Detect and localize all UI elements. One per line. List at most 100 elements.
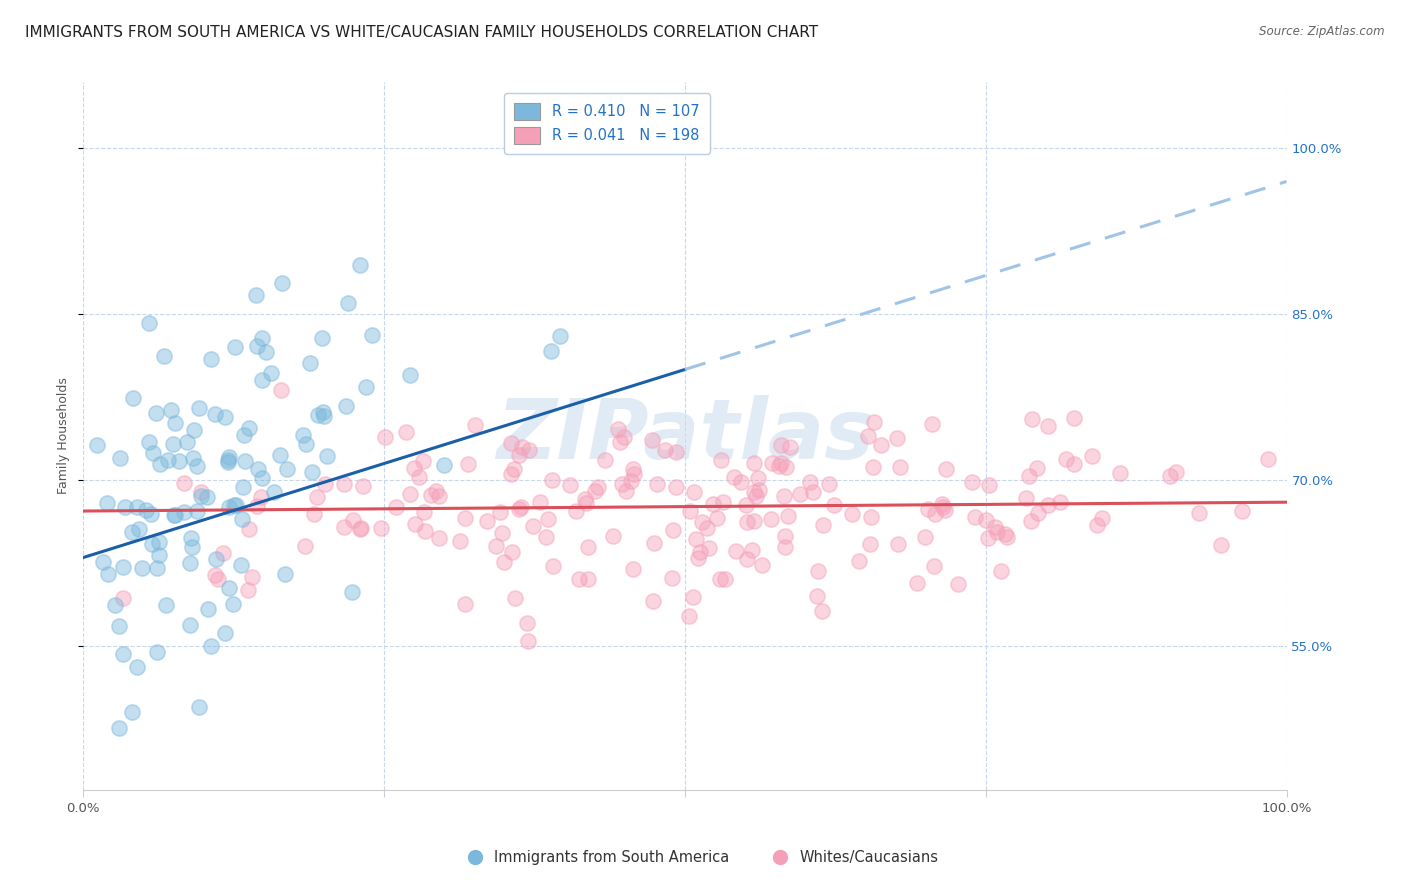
Point	[314, 477, 336, 491]
Point	[886, 431, 908, 445]
Point	[165, 508, 187, 523]
Point	[607, 422, 630, 436]
Point	[349, 258, 371, 272]
Point	[464, 417, 486, 432]
Point	[485, 539, 508, 553]
Point	[163, 508, 186, 522]
Text: Source: ZipAtlas.com: Source: ZipAtlas.com	[1260, 25, 1385, 38]
Point	[614, 484, 637, 499]
Point	[214, 625, 236, 640]
Point	[135, 502, 157, 516]
Point	[575, 496, 598, 510]
Point	[453, 511, 475, 525]
Point	[643, 593, 665, 607]
Text: ZIPatlas: ZIPatlas	[496, 395, 875, 476]
Point	[292, 428, 315, 442]
Point	[536, 531, 558, 545]
Point	[735, 552, 758, 566]
Point	[510, 500, 533, 515]
Point	[560, 478, 582, 492]
Point	[224, 340, 246, 354]
Point	[744, 514, 766, 528]
Point	[361, 328, 384, 343]
Point	[811, 518, 834, 533]
Point	[232, 480, 254, 494]
Point	[744, 456, 766, 470]
Point	[349, 522, 371, 536]
Point	[254, 344, 277, 359]
Point	[179, 556, 201, 570]
Point	[107, 721, 129, 735]
Point	[541, 473, 564, 487]
Point	[593, 452, 616, 467]
Point	[176, 434, 198, 449]
Point	[823, 498, 845, 512]
Point	[122, 391, 145, 405]
Point	[654, 442, 676, 457]
Point	[759, 512, 782, 526]
Point	[807, 564, 830, 578]
Point	[225, 498, 247, 512]
Point	[333, 476, 356, 491]
Point	[276, 461, 298, 475]
Point	[501, 467, 523, 481]
Point	[610, 477, 633, 491]
Point	[457, 457, 479, 471]
Point	[491, 525, 513, 540]
Point	[709, 572, 731, 586]
Point	[1091, 511, 1114, 525]
Point	[108, 619, 131, 633]
Point	[742, 485, 765, 500]
Point	[370, 521, 392, 535]
Point	[799, 475, 821, 489]
Point	[990, 564, 1012, 578]
Point	[688, 550, 710, 565]
Point	[413, 504, 436, 518]
Point	[517, 443, 540, 458]
Point	[408, 470, 430, 484]
Point	[501, 436, 523, 450]
Point	[946, 577, 969, 591]
Point	[682, 590, 704, 604]
Point	[914, 530, 936, 544]
Point	[1080, 449, 1102, 463]
Point	[922, 559, 945, 574]
Point	[312, 405, 335, 419]
Point	[696, 521, 718, 535]
Point	[773, 540, 796, 554]
Point	[1159, 468, 1181, 483]
Point	[145, 405, 167, 419]
Point	[155, 598, 177, 612]
Point	[314, 409, 336, 424]
Point	[131, 561, 153, 575]
Point	[508, 501, 530, 516]
Point	[167, 454, 190, 468]
Point	[188, 401, 211, 415]
Point	[889, 460, 911, 475]
Point	[197, 490, 219, 504]
Point	[86, 438, 108, 452]
Point	[583, 484, 606, 499]
Point	[350, 521, 373, 535]
Point	[395, 425, 418, 439]
Point	[1054, 452, 1077, 467]
Point	[148, 534, 170, 549]
Point	[711, 495, 734, 509]
Point	[548, 329, 571, 343]
Point	[173, 476, 195, 491]
Point	[870, 438, 893, 452]
Point	[689, 544, 711, 558]
Point	[977, 531, 1000, 545]
Point	[503, 591, 526, 605]
Point	[976, 513, 998, 527]
Point	[613, 430, 636, 444]
Point	[449, 533, 471, 548]
Point	[529, 495, 551, 509]
Point	[453, 597, 475, 611]
Point	[163, 416, 186, 430]
Point	[751, 558, 773, 572]
Point	[979, 478, 1001, 492]
Point	[510, 441, 533, 455]
Point	[1257, 451, 1279, 466]
Point	[1019, 514, 1042, 528]
